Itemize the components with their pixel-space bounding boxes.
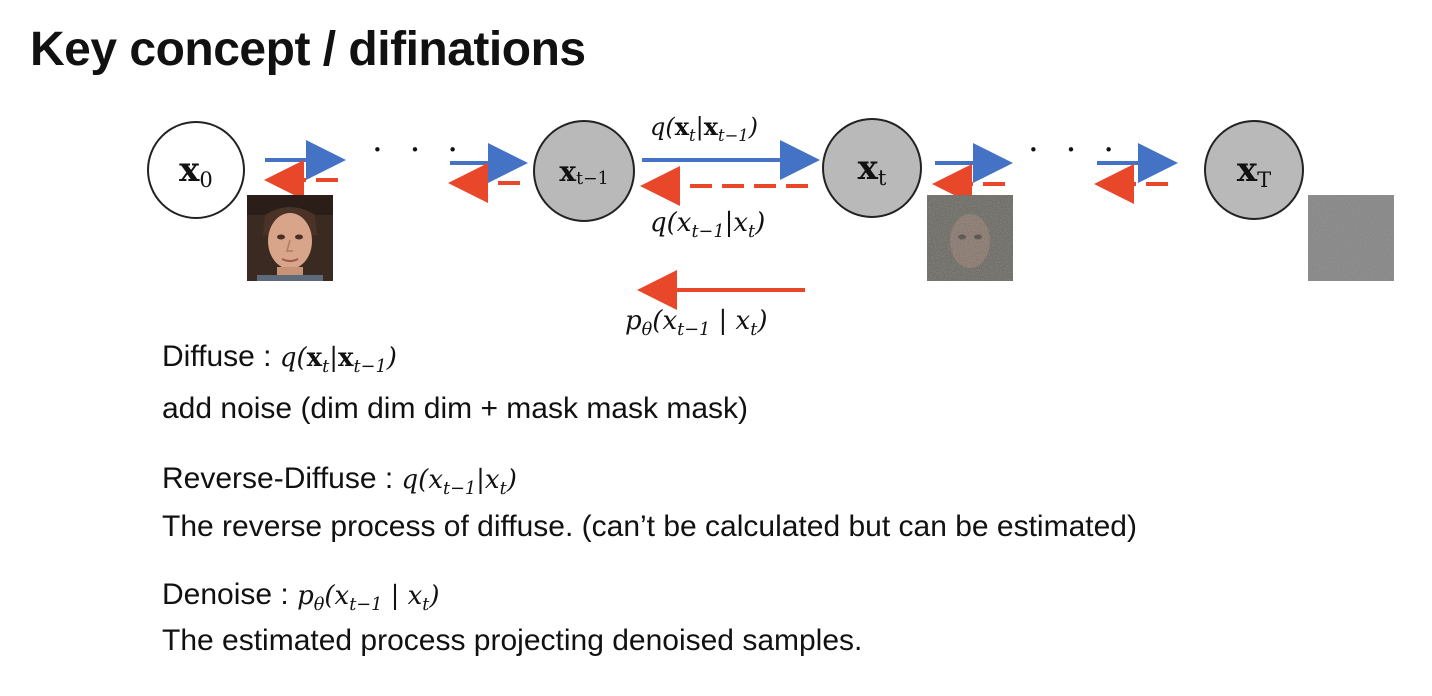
reverse-description: The reverse process of diffuse. (can’t b… bbox=[162, 510, 1137, 543]
denoise-description: The estimated process projecting denoise… bbox=[162, 624, 863, 657]
formula-forward: q(xt|xt−1) bbox=[650, 112, 758, 145]
node-xt-minus-1: x t−1 bbox=[533, 120, 635, 222]
diffuse-formula: q(xt|xt−1) bbox=[279, 343, 397, 378]
diffuse-description: add noise (dim dim dim + mask mask mask) bbox=[162, 392, 748, 425]
formula-reverse: q(xt−1|xt) bbox=[650, 208, 766, 243]
ellipsis-left: · · · bbox=[372, 130, 467, 170]
diffuse-definition: Diffuse : q(xt|xt−1) bbox=[162, 340, 397, 378]
denoise-formula: pθ(xt−1 | xt) bbox=[297, 581, 440, 616]
noise-image bbox=[1308, 195, 1394, 281]
face-image-noisy bbox=[927, 195, 1013, 281]
page-title: Key concept / difinations bbox=[30, 23, 586, 76]
reverse-formula: q(xt−1|xt) bbox=[401, 465, 517, 500]
face-image-clean bbox=[247, 195, 333, 281]
reverse-definition: Reverse-Diffuse : q(xt−1|xt) bbox=[162, 462, 517, 500]
formula-denoise: pθ(xt−1 | xt) bbox=[625, 306, 768, 341]
denoise-definition: Denoise : pθ(xt−1 | xt) bbox=[162, 578, 440, 616]
ellipsis-right: · · · bbox=[1028, 130, 1123, 170]
